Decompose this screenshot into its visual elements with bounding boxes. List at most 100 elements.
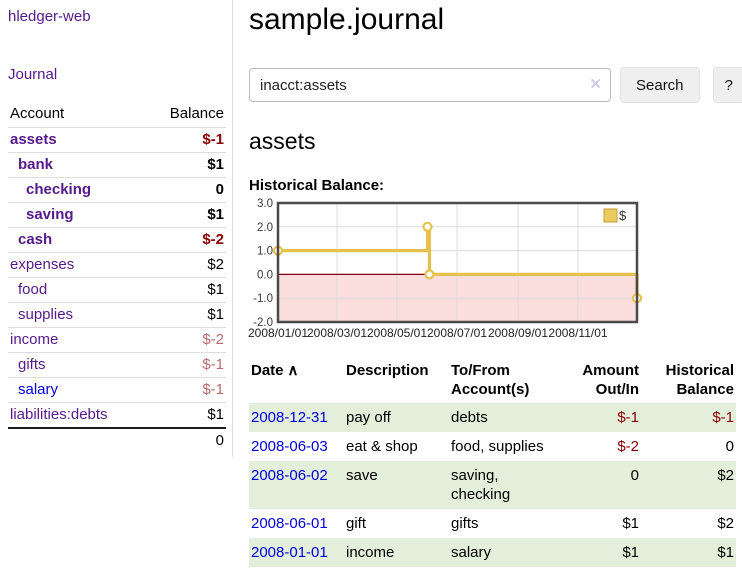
transaction-amount: $-1 bbox=[556, 403, 641, 432]
transaction-date-link[interactable]: 2008-06-01 bbox=[251, 515, 328, 532]
search-form: ✕ Search ? bbox=[249, 67, 742, 103]
accounts-total-value: 0 bbox=[146, 427, 226, 453]
transaction-amount: $1 bbox=[556, 538, 641, 567]
historical-balance-chart: 3.0 2.0 1.0 0.0 -1.0 -2.0 2008/01/01 2008/03/01… bbox=[248, 198, 742, 342]
accounts-total-spacer bbox=[8, 427, 147, 453]
transaction-date-cell: 2008-12-31 bbox=[249, 403, 346, 432]
search-button[interactable]: Search bbox=[620, 67, 700, 103]
account-balance: $1 bbox=[146, 277, 226, 303]
account-balance: $1 bbox=[146, 152, 226, 178]
account-row: assets $-1 bbox=[8, 127, 226, 153]
search-input-wrap: ✕ bbox=[249, 68, 611, 102]
transaction-date-link[interactable]: 2008-06-02 bbox=[251, 467, 328, 484]
account-link-expenses[interactable]: expenses bbox=[10, 256, 75, 273]
account-row: expenses $2 bbox=[8, 252, 226, 278]
chart-title: Historical Balance: bbox=[249, 177, 385, 194]
account-balance: $-1 bbox=[146, 352, 226, 378]
transaction-date-link[interactable]: 2008-06-03 bbox=[251, 438, 328, 455]
accounts-header-balance: Balance bbox=[169, 105, 224, 122]
transaction-balance: $2 bbox=[641, 461, 736, 509]
account-link-assets[interactable]: assets bbox=[10, 131, 57, 148]
chart-y-tick-label: -2.0 bbox=[253, 317, 273, 329]
register-table-body: 2008-12-31 pay off debts $-1 $-1 2008-06-03 ea… bbox=[249, 403, 736, 567]
register-table: Date ∧ Description To/From Account(s) Amo… bbox=[249, 359, 736, 567]
account-row: salary $-1 bbox=[8, 377, 226, 403]
account-link-salary[interactable]: salary bbox=[18, 381, 59, 398]
search-help-button[interactable]: ? bbox=[712, 67, 742, 103]
sidebar-item-journal[interactable]: Journal bbox=[8, 66, 58, 83]
register-header-row: Date ∧ Description To/From Account(s) Amo… bbox=[249, 359, 736, 403]
transaction-row: 2008-06-02 save saving, checking 0 $2 bbox=[249, 461, 736, 509]
transaction-amount: $-2 bbox=[617, 438, 639, 455]
account-row: bank $1 bbox=[8, 152, 226, 178]
account-balance: 0 bbox=[146, 177, 226, 203]
transaction-description: income bbox=[346, 538, 451, 567]
account-row: food $1 bbox=[8, 277, 226, 303]
chart-x-tick-label: 2008/11/01 bbox=[548, 326, 607, 340]
chart-x-tick-label: 2008/09/01 bbox=[488, 326, 548, 340]
account-heading: assets bbox=[249, 128, 316, 154]
account-link-saving[interactable]: saving bbox=[26, 206, 74, 223]
transaction-accounts: debts bbox=[451, 403, 556, 432]
transaction-date-cell: 2008-06-03 bbox=[249, 432, 346, 461]
register-header-accounts: To/From Account(s) bbox=[451, 362, 530, 398]
transaction-description: gift bbox=[346, 515, 367, 532]
account-balance: $-2 bbox=[146, 227, 226, 253]
transaction-date-cell: 2008-01-01 bbox=[249, 538, 346, 567]
sidebar: hledger-web Journal Account Balance asse… bbox=[0, 0, 233, 457]
search-input[interactable] bbox=[249, 68, 611, 102]
account-row: cash $-2 bbox=[8, 227, 226, 253]
account-row: liabilities:debts $1 bbox=[8, 402, 226, 428]
transaction-date-link[interactable]: 2008-01-01 bbox=[251, 544, 328, 561]
account-link-checking[interactable]: checking bbox=[26, 181, 92, 198]
register-header-date-label: Date bbox=[251, 362, 284, 379]
account-row: income $-2 bbox=[8, 327, 226, 353]
account-link-cash[interactable]: cash bbox=[18, 231, 53, 248]
chart-data-point bbox=[424, 269, 435, 280]
chart-x-tick-label: 2008/05/01 bbox=[367, 326, 427, 340]
page-title: sample.journal bbox=[249, 3, 445, 36]
account-row: saving $1 bbox=[8, 202, 226, 228]
accounts-total-row: 0 bbox=[8, 427, 226, 453]
account-link-income[interactable]: income bbox=[10, 331, 59, 348]
chart-y-tick-label: 2.0 bbox=[257, 222, 273, 234]
register-header-balance: Historical Balance bbox=[665, 362, 734, 398]
chart-y-tick-label: -1.0 bbox=[253, 293, 273, 305]
chart-y-tick-label: 0.0 bbox=[257, 269, 273, 281]
app-layout: hledger-web Journal Account Balance asse… bbox=[0, 0, 742, 567]
legend-swatch bbox=[603, 208, 618, 223]
transaction-date-link[interactable]: 2008-12-31 bbox=[251, 409, 328, 426]
transaction-row: 2008-06-03 eat & shop food, supplies $-2 0 bbox=[249, 432, 736, 461]
transaction-description: pay off bbox=[346, 403, 451, 432]
account-balance: $-1 bbox=[146, 127, 226, 153]
account-balance: $2 bbox=[146, 252, 226, 278]
chart-border bbox=[276, 201, 639, 324]
account-balance: $-1 bbox=[146, 377, 226, 403]
account-link-food[interactable]: food bbox=[18, 281, 48, 298]
account-link-bank[interactable]: bank bbox=[18, 156, 54, 173]
transaction-row: 2008-06-01 gift gifts $1 $2 bbox=[249, 509, 736, 538]
account-balance: $1 bbox=[146, 202, 226, 228]
account-balance: $1 bbox=[146, 302, 226, 328]
transaction-row: 2008-12-31 pay off debts $-1 $-1 bbox=[249, 403, 736, 432]
transaction-accounts: food, supplies bbox=[451, 438, 544, 455]
chart-x-tick-label: 2008/07/01 bbox=[427, 326, 487, 340]
transaction-date-cell: 2008-06-01 bbox=[249, 509, 346, 538]
account-link-supplies[interactable]: supplies bbox=[18, 306, 74, 323]
account-balance: $1 bbox=[146, 402, 226, 428]
chart-y-tick-label: 3.0 bbox=[257, 198, 273, 210]
transaction-amount: 0 bbox=[556, 461, 641, 509]
register-header-description: Description bbox=[346, 362, 429, 379]
register-header-date: Date ∧ bbox=[249, 359, 346, 403]
clear-search-icon[interactable]: ✕ bbox=[589, 76, 602, 93]
legend-label: $ bbox=[619, 208, 627, 223]
transaction-row: 2008-01-01 income salary $1 $1 bbox=[249, 538, 736, 567]
transaction-accounts: gifts bbox=[451, 515, 479, 532]
brand-link[interactable]: hledger-web bbox=[8, 8, 91, 25]
accounts-table: Account Balance assets $-1 bank $1 checking 0… bbox=[8, 101, 226, 453]
account-link-gifts[interactable]: gifts bbox=[18, 356, 46, 373]
chart-svg: 3.0 2.0 1.0 0.0 -1.0 -2.02008/01/012008/03/01… bbox=[248, 198, 643, 340]
account-link-liabilities-debts[interactable]: liabilities:debts bbox=[10, 406, 108, 423]
transaction-accounts: saving, checking bbox=[451, 461, 556, 509]
transaction-balance: $1 bbox=[641, 538, 736, 567]
